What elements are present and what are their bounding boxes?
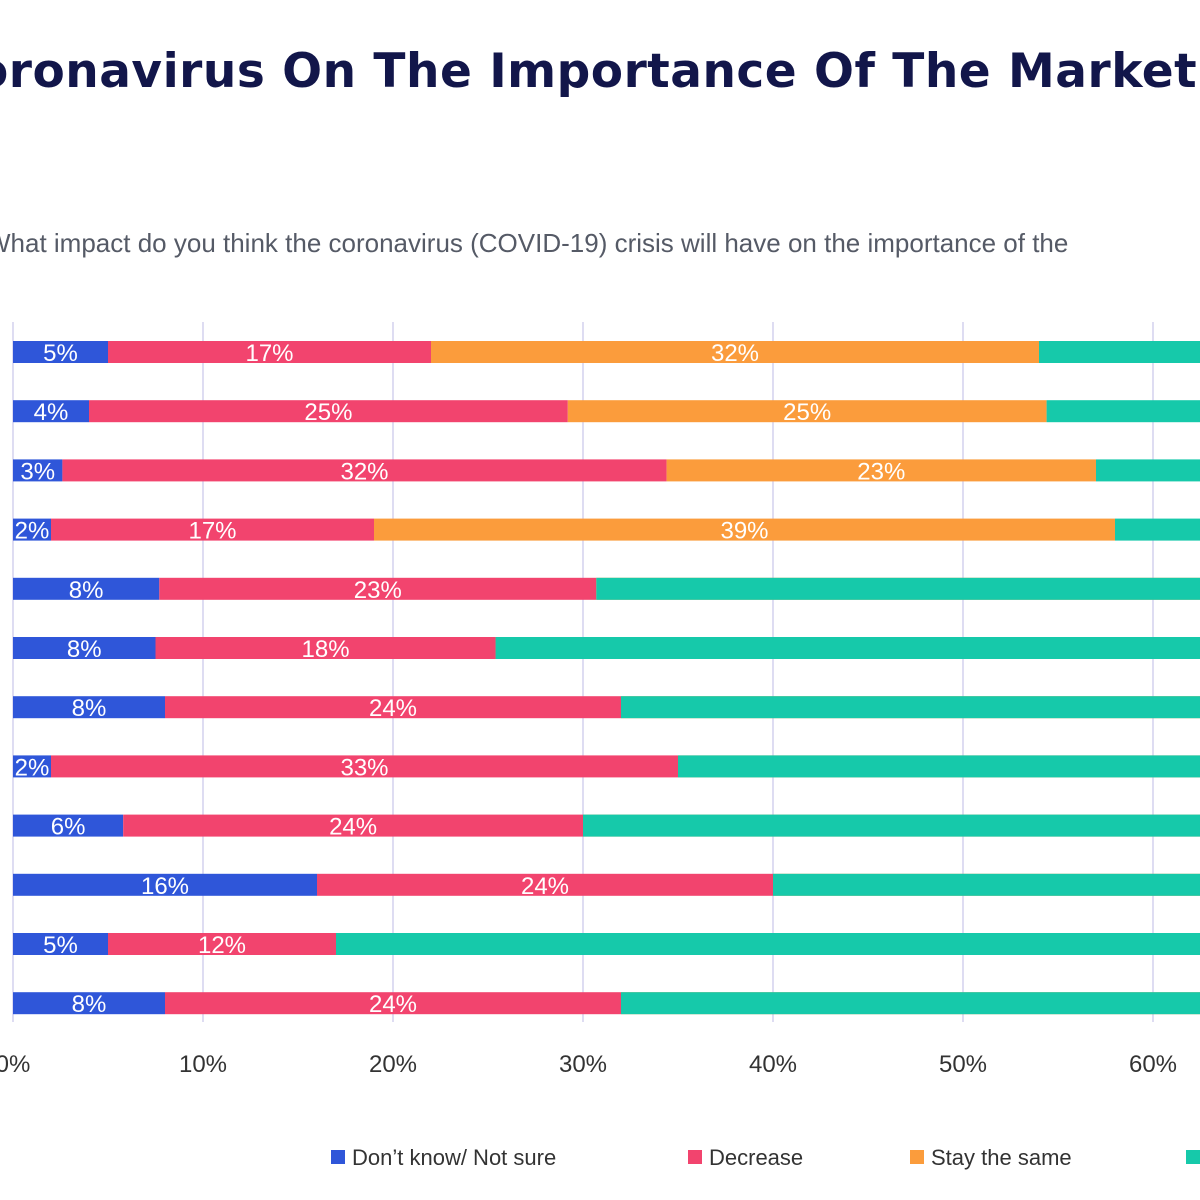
chart-subtitle: What impact do you think the coronavirus… — [0, 228, 1200, 272]
data-label: 12% — [198, 932, 246, 959]
bar-segment-decrease — [51, 518, 374, 541]
x-tick-label: 40% — [749, 1051, 797, 1078]
bar-segment-increase — [1115, 518, 1200, 541]
data-label: 16% — [141, 873, 189, 900]
bar-segment-dontknownotsure — [13, 992, 165, 1015]
data-label: 32% — [340, 458, 388, 485]
data-label: 24% — [329, 814, 377, 841]
bar-segment-decrease — [62, 459, 667, 482]
data-label: 23% — [354, 577, 402, 604]
legend-swatch — [1186, 1150, 1200, 1164]
x-tick-label: 0% — [0, 1051, 30, 1078]
data-label: 23% — [857, 458, 905, 485]
x-tick-label: 20% — [369, 1051, 417, 1078]
bar-segment-staythesame — [567, 400, 1047, 423]
data-label: 25% — [783, 399, 831, 426]
bar-segment-decrease — [155, 637, 496, 659]
bar-segment-decrease — [108, 933, 336, 955]
bar-segment-decrease — [89, 400, 568, 423]
bar-segment-dontknownotsure — [13, 696, 165, 719]
chart-title-text: oronavirus On The Importance Of The Mark… — [0, 44, 1200, 99]
legend-swatch — [331, 1150, 345, 1164]
bar-segment-dontknownotsure — [13, 933, 108, 955]
bar-segment-decrease — [165, 992, 621, 1015]
data-label: 2% — [15, 754, 50, 781]
bar-segment-staythesame — [666, 459, 1096, 482]
data-label: 33% — [340, 754, 388, 781]
bar-segment-increase — [596, 577, 1200, 600]
legend-swatch — [688, 1150, 702, 1164]
data-label: 4% — [34, 399, 69, 426]
data-label: 24% — [369, 991, 417, 1018]
chart-title: oronavirus On The Importance Of The Mark… — [0, 44, 1200, 124]
legend-swatch — [910, 1150, 924, 1164]
bar-segment-increase — [1046, 400, 1200, 423]
bar-segment-staythesame — [374, 518, 1115, 541]
bar-segment-increase — [495, 637, 1200, 659]
data-label: 32% — [711, 340, 759, 367]
bar-segment-decrease — [317, 873, 773, 896]
bar-segment-decrease — [51, 755, 678, 778]
bar-segment-staythesame — [431, 341, 1039, 363]
x-tick-label: 60% — [1129, 1051, 1177, 1078]
data-label: 24% — [369, 695, 417, 722]
legend-label: Don’t know/ Not sure — [352, 1145, 556, 1170]
bar-segment-increase — [678, 755, 1200, 778]
data-label: 8% — [72, 695, 107, 722]
bar-segment-decrease — [108, 341, 431, 363]
data-label: 2% — [15, 518, 50, 545]
bar-segment-increase — [1039, 341, 1200, 363]
data-label: 5% — [43, 932, 78, 959]
data-label: 5% — [43, 340, 78, 367]
data-label: 18% — [302, 636, 350, 663]
data-label: 8% — [69, 577, 104, 604]
bar-segment-decrease — [123, 814, 583, 837]
data-label: 8% — [67, 636, 102, 663]
chart-subtitle-text: What impact do you think the coronavirus… — [0, 228, 1069, 258]
legend-label: Decrease — [709, 1145, 803, 1170]
data-label: 39% — [720, 518, 768, 545]
bar-segment-increase — [336, 933, 1200, 955]
bar-segment-dontknownotsure — [13, 341, 108, 363]
data-label: 25% — [304, 399, 352, 426]
legend-label: Stay the same — [931, 1145, 1072, 1170]
data-label: 17% — [188, 518, 236, 545]
bar-segment-increase — [773, 873, 1200, 896]
bar-segment-dontknownotsure — [13, 577, 160, 600]
bar-segment-increase — [621, 696, 1200, 719]
bar-segment-decrease — [165, 696, 621, 719]
x-tick-label: 10% — [179, 1051, 227, 1078]
x-tick-label: 50% — [939, 1051, 987, 1078]
bar-segment-dontknownotsure — [13, 755, 51, 778]
data-label: 3% — [20, 458, 55, 485]
bar-segment-decrease — [159, 577, 597, 600]
bar-segment-increase — [1096, 459, 1200, 482]
bar-segment-increase — [583, 814, 1200, 837]
x-tick-label: 30% — [559, 1051, 607, 1078]
data-label: 17% — [245, 340, 293, 367]
bar-segment-dontknownotsure — [13, 518, 51, 541]
bar-segment-dontknownotsure — [13, 400, 89, 423]
bar-segment-increase — [621, 992, 1200, 1015]
bar-segment-dontknownotsure — [13, 459, 63, 482]
bar-segment-dontknownotsure — [13, 637, 156, 659]
data-label: 8% — [72, 991, 107, 1018]
data-label: 24% — [521, 873, 569, 900]
bar-segment-dontknownotsure — [13, 814, 124, 837]
bar-segment-dontknownotsure — [13, 873, 317, 896]
data-label: 6% — [51, 814, 86, 841]
